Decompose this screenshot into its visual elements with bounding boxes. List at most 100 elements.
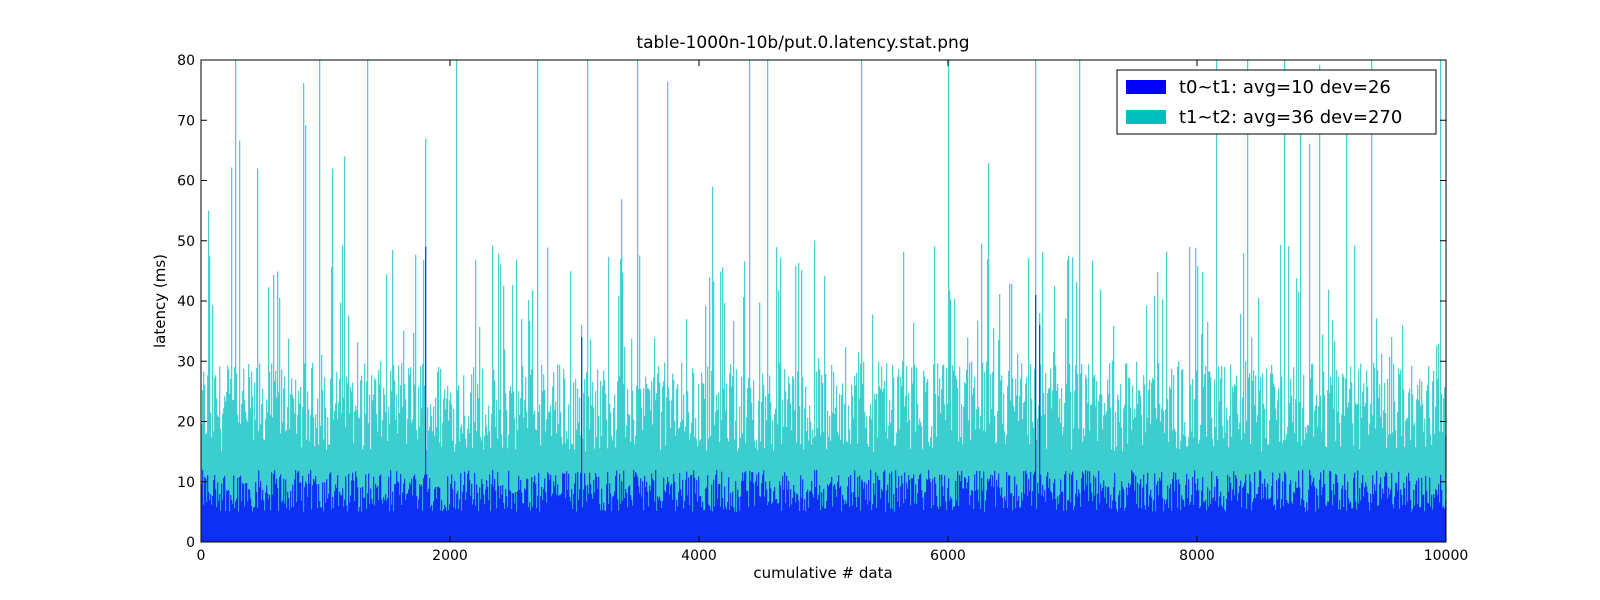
bar-t1-t2 (288, 338, 290, 542)
bar-t0-t1 (436, 498, 438, 542)
bar-t1-t2 (739, 406, 741, 542)
bar-t1-t2 (1144, 384, 1146, 542)
bar-t1-t2 (229, 393, 231, 542)
bar-t1-t2 (201, 424, 203, 542)
bar-t1-t2 (524, 400, 526, 542)
bar-t0-t1 (823, 488, 825, 542)
bar-t0-t1 (961, 470, 963, 542)
bar-t1-t2 (1238, 429, 1240, 542)
bar-t1-t2 (348, 315, 350, 542)
bar-t1-t2 (506, 410, 508, 542)
bar-t1-t2 (1004, 431, 1006, 542)
bar-t0-t1 (1411, 511, 1413, 542)
bar-t1-t2 (944, 404, 946, 542)
bar-t0-t1 (1170, 483, 1172, 542)
bar-t0-t1 (477, 492, 479, 542)
bar-t0-t1 (314, 481, 316, 542)
bar-t1-t2 (795, 265, 797, 542)
bar-t0-t1 (225, 511, 227, 542)
bar-t0-t1 (1149, 495, 1151, 542)
bar-t1-t2 (950, 299, 952, 542)
bar-t0-t1 (1389, 494, 1391, 542)
bar-t1-t2 (774, 413, 776, 542)
bar-t0-t1 (561, 493, 563, 542)
bar-t1-t2 (1024, 401, 1026, 542)
bar-t1-t2 (905, 395, 907, 542)
bar-t0-t1 (703, 509, 705, 542)
bar-t1-t2 (327, 417, 329, 542)
bar-t1-t2 (1037, 418, 1039, 542)
bar-t1-t2 (404, 383, 406, 542)
bar-t1-t2 (282, 422, 284, 542)
bar-t1-t2 (570, 271, 572, 542)
bar-t0-t1 (824, 508, 826, 542)
bar-t0-t1 (524, 488, 526, 542)
bar-t0-t1 (623, 470, 625, 542)
bar-t0-t1 (638, 486, 640, 542)
bar-t1-t2 (670, 427, 672, 542)
bar-t1-t2 (886, 363, 888, 542)
bar-t1-t2 (1064, 402, 1066, 542)
bar-t1-t2 (767, 60, 769, 542)
bar-t0-t1 (1424, 511, 1426, 542)
bar-t0-t1 (1236, 478, 1238, 542)
bar-t0-t1 (896, 488, 898, 542)
bar-t0-t1 (1124, 510, 1126, 542)
bar-t1-t2 (1249, 373, 1251, 542)
bar-t1-t2 (597, 369, 599, 542)
bar-t1-t2 (401, 362, 403, 542)
bar-t1-t2 (722, 267, 724, 542)
bar-t0-t1 (973, 508, 975, 542)
bar-t0-t1 (409, 482, 411, 542)
bar-t1-t2 (1022, 419, 1024, 542)
bar-t0-t1 (261, 499, 263, 542)
bar-t0-t1 (240, 475, 242, 542)
bar-t0-t1 (972, 490, 974, 542)
bar-t1-t2 (296, 433, 298, 542)
bar-t1-t2 (286, 429, 288, 542)
bar-t1-t2 (340, 302, 342, 542)
bar-t0-t1 (1351, 508, 1353, 542)
bar-t0-t1 (218, 501, 220, 542)
bar-t0-t1 (533, 482, 535, 542)
bar-t0-t1 (369, 504, 371, 542)
bar-t1-t2 (924, 376, 926, 542)
bar-t0-t1 (989, 478, 991, 542)
bar-t0-t1 (466, 492, 468, 542)
bar-t0-t1 (846, 503, 848, 542)
bar-t0-t1 (382, 503, 384, 542)
bar-t1-t2 (250, 408, 252, 542)
bar-t1-t2 (441, 446, 443, 542)
bar-t1-t2 (809, 405, 811, 542)
bar-t0-t1 (1439, 502, 1441, 542)
bar-t1-t2 (963, 406, 965, 542)
bar-t0-t1 (1037, 482, 1039, 542)
bar-t0-t1 (246, 482, 248, 542)
bar-t1-t2 (354, 411, 356, 542)
bar-t0-t1 (672, 499, 674, 542)
bar-t1-t2 (255, 419, 257, 542)
bar-t1-t2 (1306, 433, 1308, 542)
bar-t1-t2 (325, 408, 327, 542)
bar-t1-t2 (223, 408, 225, 542)
bar-t1-t2 (1374, 367, 1376, 542)
bar-t1-t2 (277, 271, 279, 542)
bar-t0-t1 (580, 473, 582, 542)
bar-t1-t2 (1190, 385, 1192, 542)
bar-t0-t1 (1114, 472, 1116, 542)
bar-t0-t1 (691, 474, 693, 542)
bar-t0-t1 (799, 511, 801, 542)
bar-t1-t2 (1338, 376, 1340, 542)
bar-t0-t1 (930, 482, 932, 542)
bar-t1-t2 (1287, 426, 1289, 542)
bar-t0-t1 (934, 476, 936, 542)
bar-t0-t1 (525, 489, 527, 542)
bar-t1-t2 (1245, 361, 1247, 542)
bar-t1-t2 (818, 358, 820, 542)
bar-t0-t1 (315, 476, 317, 542)
bar-t1-t2 (335, 403, 337, 542)
bar-t1-t2 (771, 444, 773, 542)
bar-t1-t2 (283, 388, 285, 542)
bar-t1-t2 (254, 382, 256, 542)
